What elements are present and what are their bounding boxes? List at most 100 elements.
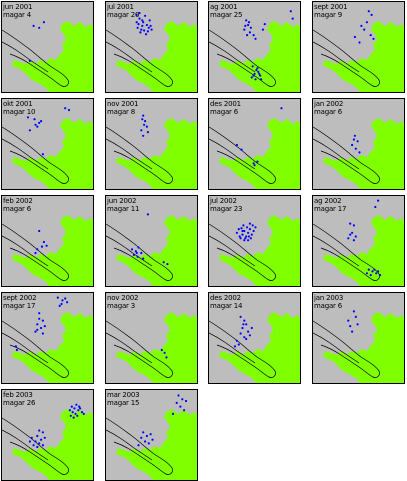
observation-dot xyxy=(242,323,245,326)
observation-dot xyxy=(233,345,237,348)
observation-dot xyxy=(249,237,252,240)
land-area xyxy=(12,118,93,189)
observation-dot xyxy=(347,319,350,322)
observation-dot xyxy=(289,10,292,13)
zone-boundary xyxy=(209,126,276,184)
observation-dot xyxy=(239,237,242,240)
observation-dot xyxy=(73,407,76,410)
map-panel: feb 2002 magar 6 xyxy=(1,195,94,287)
observation-dot xyxy=(166,263,169,266)
observation-dot xyxy=(255,69,258,72)
observation-dot xyxy=(132,253,135,256)
observation-dot xyxy=(352,224,355,227)
panel-date-label: des 2002 xyxy=(210,294,241,302)
zone-boundary xyxy=(2,126,69,184)
map-canvas xyxy=(209,215,300,286)
panel-count-label: magar 6 xyxy=(210,108,238,116)
zone-boundary-inner xyxy=(313,332,360,364)
observation-dot xyxy=(251,65,254,68)
observation-dot xyxy=(238,235,241,238)
observation-dot xyxy=(171,412,175,415)
observation-dot xyxy=(41,332,45,335)
observation-dot xyxy=(375,272,378,275)
observation-dot xyxy=(235,339,238,342)
observation-dot xyxy=(247,330,250,333)
observation-dot xyxy=(38,26,41,29)
map-panel: nov 2002 magar 3 xyxy=(105,292,198,384)
observation-dot xyxy=(60,302,63,306)
observation-dot xyxy=(36,445,39,449)
zone-boundary xyxy=(106,417,173,475)
observation-dot xyxy=(34,123,37,126)
land-area xyxy=(116,21,197,92)
observation-dot xyxy=(245,19,248,22)
observation-dot xyxy=(38,312,41,315)
observation-dot xyxy=(349,222,352,225)
zone-boundary xyxy=(209,29,276,87)
observation-dot xyxy=(146,213,149,216)
observation-dot xyxy=(252,34,255,37)
observation-dot xyxy=(144,120,147,123)
land-area xyxy=(12,409,93,480)
observation-dot xyxy=(64,297,67,300)
map-panel: des 2002 magar 14 xyxy=(208,292,301,384)
observation-dot xyxy=(245,323,248,326)
observation-dot xyxy=(79,407,82,410)
observation-dot xyxy=(34,251,37,255)
observation-dot xyxy=(41,431,45,434)
zone-boundary xyxy=(2,417,69,475)
map-panel: jan 2002 magar 6 xyxy=(312,98,405,190)
observation-dot xyxy=(356,323,359,326)
observation-dot xyxy=(36,328,39,331)
observation-dot xyxy=(26,116,30,119)
observation-dot xyxy=(136,26,139,29)
observation-dot xyxy=(34,330,37,333)
observation-dot xyxy=(36,248,39,251)
observation-dot xyxy=(163,351,166,354)
observation-dot xyxy=(247,231,250,234)
observation-dot xyxy=(141,24,144,27)
observation-dot xyxy=(58,304,61,307)
observation-dot xyxy=(247,239,250,242)
observation-dot xyxy=(165,356,168,359)
observation-dot xyxy=(40,438,43,441)
zone-boundary xyxy=(313,223,380,281)
observation-dot xyxy=(371,270,374,273)
observation-dot xyxy=(142,114,145,117)
observation-dot xyxy=(145,434,148,438)
map-panel: des 2001 magar 6 xyxy=(208,98,301,190)
observation-dot xyxy=(240,148,243,151)
observation-dot xyxy=(254,78,257,81)
observation-dot xyxy=(38,229,41,233)
land-area xyxy=(219,312,300,383)
map-canvas xyxy=(313,118,404,189)
observation-dot xyxy=(354,147,357,150)
observation-dot xyxy=(15,348,18,352)
observation-dot xyxy=(352,239,355,242)
map-panel: mar 2003 magar 15 xyxy=(105,389,198,481)
observation-dot xyxy=(372,37,375,40)
observation-dot xyxy=(71,411,74,414)
observation-dot xyxy=(244,24,247,27)
map-canvas xyxy=(106,312,197,383)
observation-dot xyxy=(150,28,153,31)
observation-dot xyxy=(356,140,359,143)
map-canvas xyxy=(2,296,93,383)
land-area xyxy=(116,312,197,383)
map-canvas xyxy=(2,215,93,286)
panel-count-label: magar 8 xyxy=(107,108,135,116)
observation-dot xyxy=(243,239,246,242)
observation-dot xyxy=(143,123,146,126)
land-area xyxy=(323,118,404,189)
zone-boundary xyxy=(2,223,69,281)
observation-dot xyxy=(76,414,79,417)
observation-dot xyxy=(137,246,140,249)
observation-dot xyxy=(77,409,80,412)
observation-dot xyxy=(244,237,247,240)
observation-dot xyxy=(252,162,255,165)
observation-dot xyxy=(241,229,244,233)
observation-dot xyxy=(82,412,85,415)
land-area xyxy=(219,21,300,92)
observation-dot xyxy=(259,74,262,77)
